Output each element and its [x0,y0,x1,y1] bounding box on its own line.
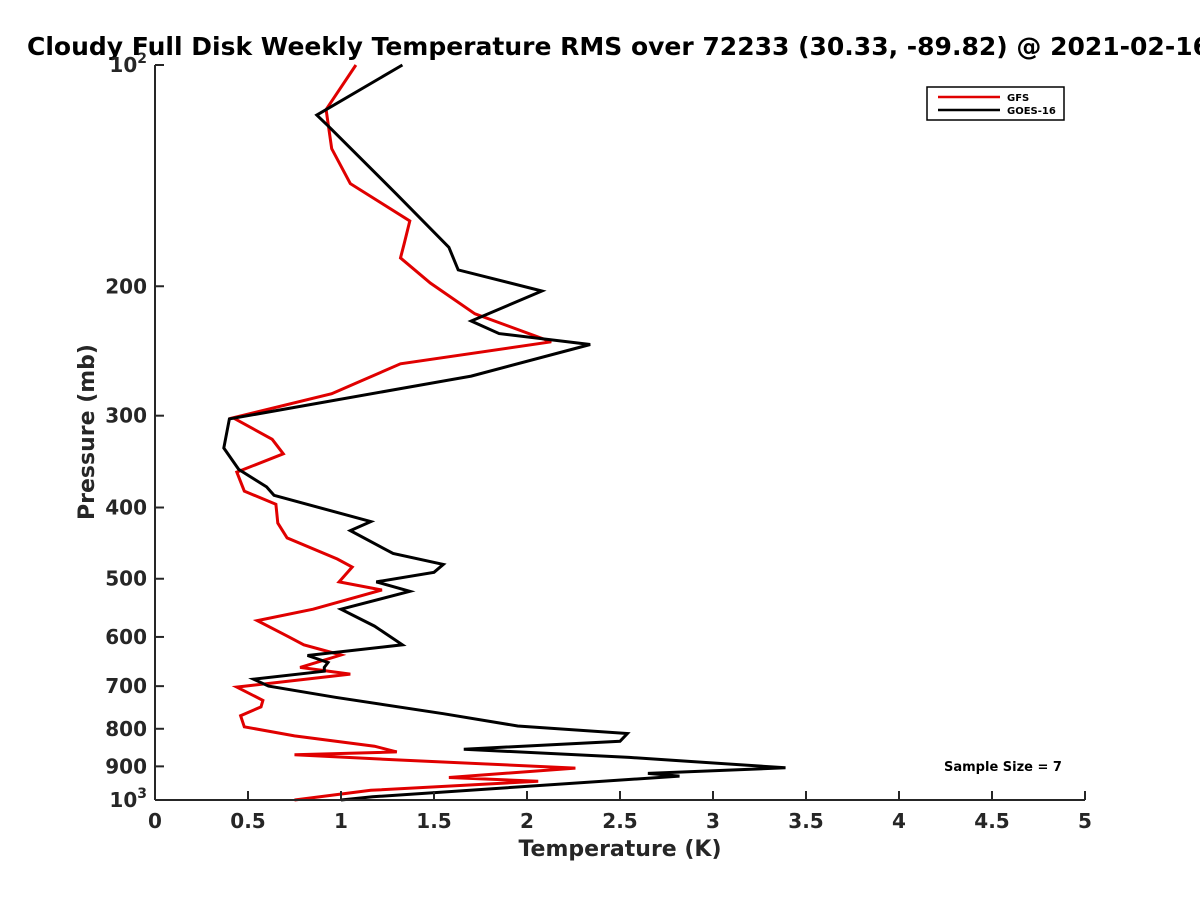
plot-area [222,63,786,802]
y-tick-label: 300 [105,404,147,428]
y-axis-label: Pressure (mb) [75,344,100,520]
series-line-goes-16 [222,63,786,802]
y-tick-label: 800 [105,717,147,741]
x-tick-label: 3.5 [788,809,823,833]
x-tick-label: 0 [148,809,162,833]
y-tick-label: 900 [105,754,147,778]
x-tick-label: 1 [334,809,348,833]
legend: GFS GOES-16 [926,86,1065,121]
chart-title: Cloudy Full Disk Weekly Temperature RMS … [27,32,1200,61]
y-tick-label: 600 [105,625,147,649]
legend-label-goes-16: GOES-16 [1007,106,1056,117]
x-axis-ticks: 0 0.5 1 1.5 2 2.5 3 3.5 4 4.5 5 [148,791,1092,833]
x-tick-label: 3 [706,809,720,833]
series-line-gfs [229,64,576,802]
x-tick-label: 1.5 [416,809,451,833]
y-tick-base: 10 [109,788,137,812]
x-axis-label: Temperature (K) [518,837,721,862]
y-tick-label: 500 [105,567,147,591]
x-tick-label: 0.5 [230,809,265,833]
y-tick-label: 400 [105,496,147,520]
x-tick-label: 5 [1078,809,1092,833]
y-tick-exponent: 2 [137,51,147,67]
x-tick-label: 4.5 [974,809,1009,833]
legend-box [926,86,1065,121]
y-tick-label: 700 [105,674,147,698]
y-tick-exponent: 3 [137,786,147,802]
sample-size-annotation: Sample Size = 7 [944,760,1062,775]
y-tick-label: 102 [109,51,147,77]
x-tick-label: 2.5 [602,809,637,833]
legend-label-gfs: GFS [1007,93,1029,104]
y-tick-label: 200 [105,274,147,298]
y-tick-label: 103 [109,786,147,812]
x-tick-label: 2 [520,809,534,833]
y-tick-base: 10 [109,53,137,77]
x-tick-label: 4 [892,809,906,833]
